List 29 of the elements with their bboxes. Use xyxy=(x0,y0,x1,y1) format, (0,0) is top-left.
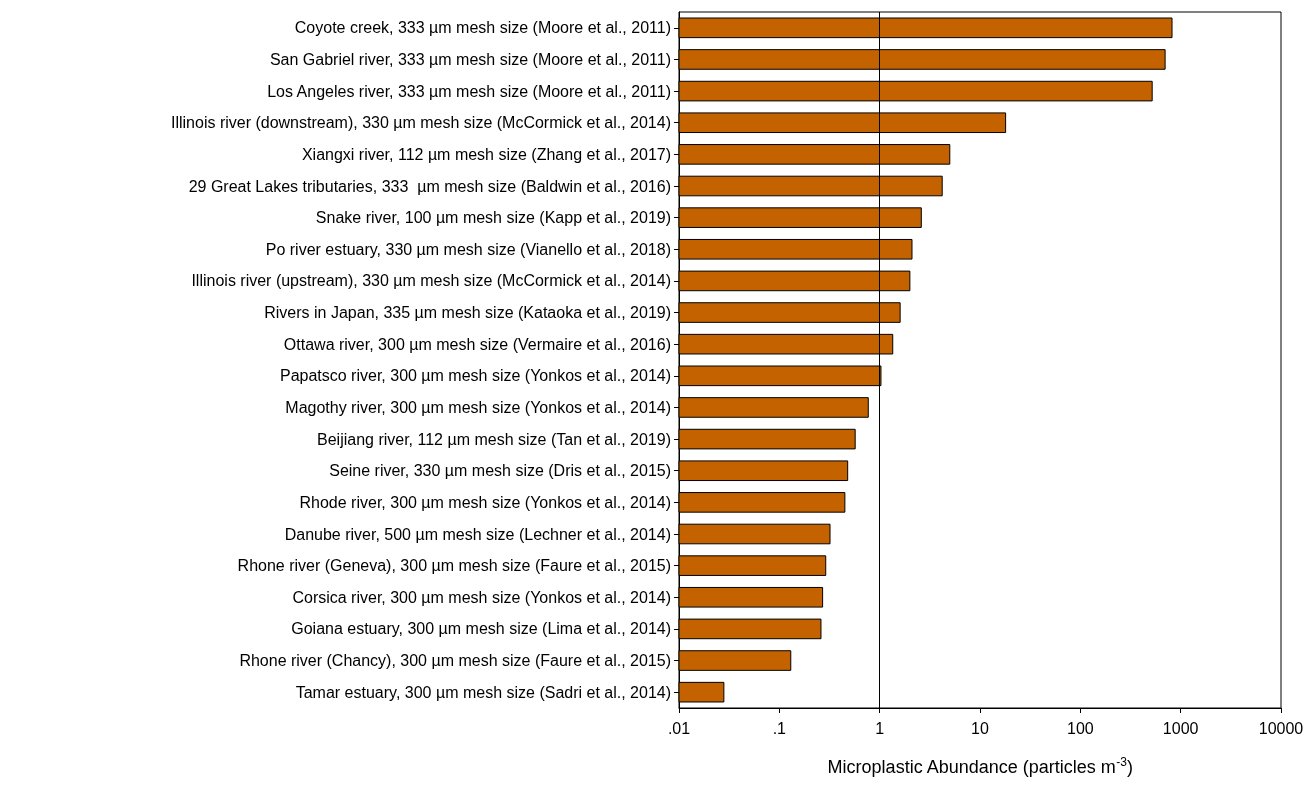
y-tick-label: Xiangxi river, 112 µm mesh size (Zhang et al., 2017) xyxy=(301,145,671,163)
y-tick-label: Coyote creek, 333 µm mesh size (Moore et al., 2011) xyxy=(294,19,671,37)
y-tick-label: 29 Great Lakes tributaries, 333 µm mesh size (Baldwin et al., 2016) xyxy=(188,177,671,195)
y-tick-label: Danube river, 500 µm mesh size (Lechner et al., 2014) xyxy=(284,525,671,543)
y-tick-label: Ottawa river, 300 µm mesh size (Vermaire et al., 2016) xyxy=(283,335,671,353)
y-tick-label: Tamar estuary, 300 µm mesh size (Sadri et al., 2014) xyxy=(295,683,671,701)
y-tick-label: Beijiang river, 112 µm mesh size (Tan et al., 2019) xyxy=(317,430,671,448)
x-tick-label: 10 xyxy=(971,719,989,737)
y-tick-label: Snake river, 100 µm mesh size (Kapp et al., 2019) xyxy=(315,209,671,227)
x-tick-label: .1 xyxy=(772,719,787,737)
x-tick-label: 1 xyxy=(875,719,885,737)
y-tick-label: San Gabriel river, 333 µm mesh size (Moore et al., 2011) xyxy=(269,50,671,68)
y-tick-label: Seine river, 330 µm mesh size (Dris et al., 2015) xyxy=(329,462,671,480)
x-tick-label: 1000 xyxy=(1162,719,1199,737)
y-tick-label: Rhone river (Chancy), 300 µm mesh size (Faure et al., 2015) xyxy=(239,652,671,670)
x-tick-label: 100 xyxy=(1066,719,1094,737)
y-tick-label: Rhode river, 300 µm mesh size (Yonkos et al., 2014) xyxy=(299,493,671,511)
y-tick-label: Los Angeles river, 333 µm mesh size (Moore et al., 2011) xyxy=(267,82,671,100)
x-tick-label: 10000 xyxy=(1258,719,1304,737)
y-tick-label: Illinois river (downstream), 330 µm mesh size (McCormick et al., 2014) xyxy=(170,114,671,132)
y-tick-label: Magothy river, 300 µm mesh size (Yonkos et al., 2014) xyxy=(285,398,671,416)
y-tick-label: Illinois river (upstream), 330 µm mesh size (McCormick et al., 2014) xyxy=(191,272,671,290)
y-tick-label: Rhone river (Geneva), 300 µm mesh size (Faure et al., 2015) xyxy=(237,557,671,575)
y-tick-label: Rivers in Japan, 335 µm mesh size (Kataoka et al., 2019) xyxy=(264,304,671,322)
y-tick-label: Po river estuary, 330 µm mesh size (Vianello et al., 2018) xyxy=(265,240,671,258)
y-tick-label: Corsica river, 300 µm mesh size (Yonkos et al., 2014) xyxy=(292,588,671,606)
x-tick-label: .01 xyxy=(667,719,691,737)
y-tick-label: Goiana estuary, 300 µm mesh size (Lima et al., 2014) xyxy=(291,620,671,638)
y-tick-label: Papatsco river, 300 µm mesh size (Yonkos et al., 2014) xyxy=(279,367,671,385)
